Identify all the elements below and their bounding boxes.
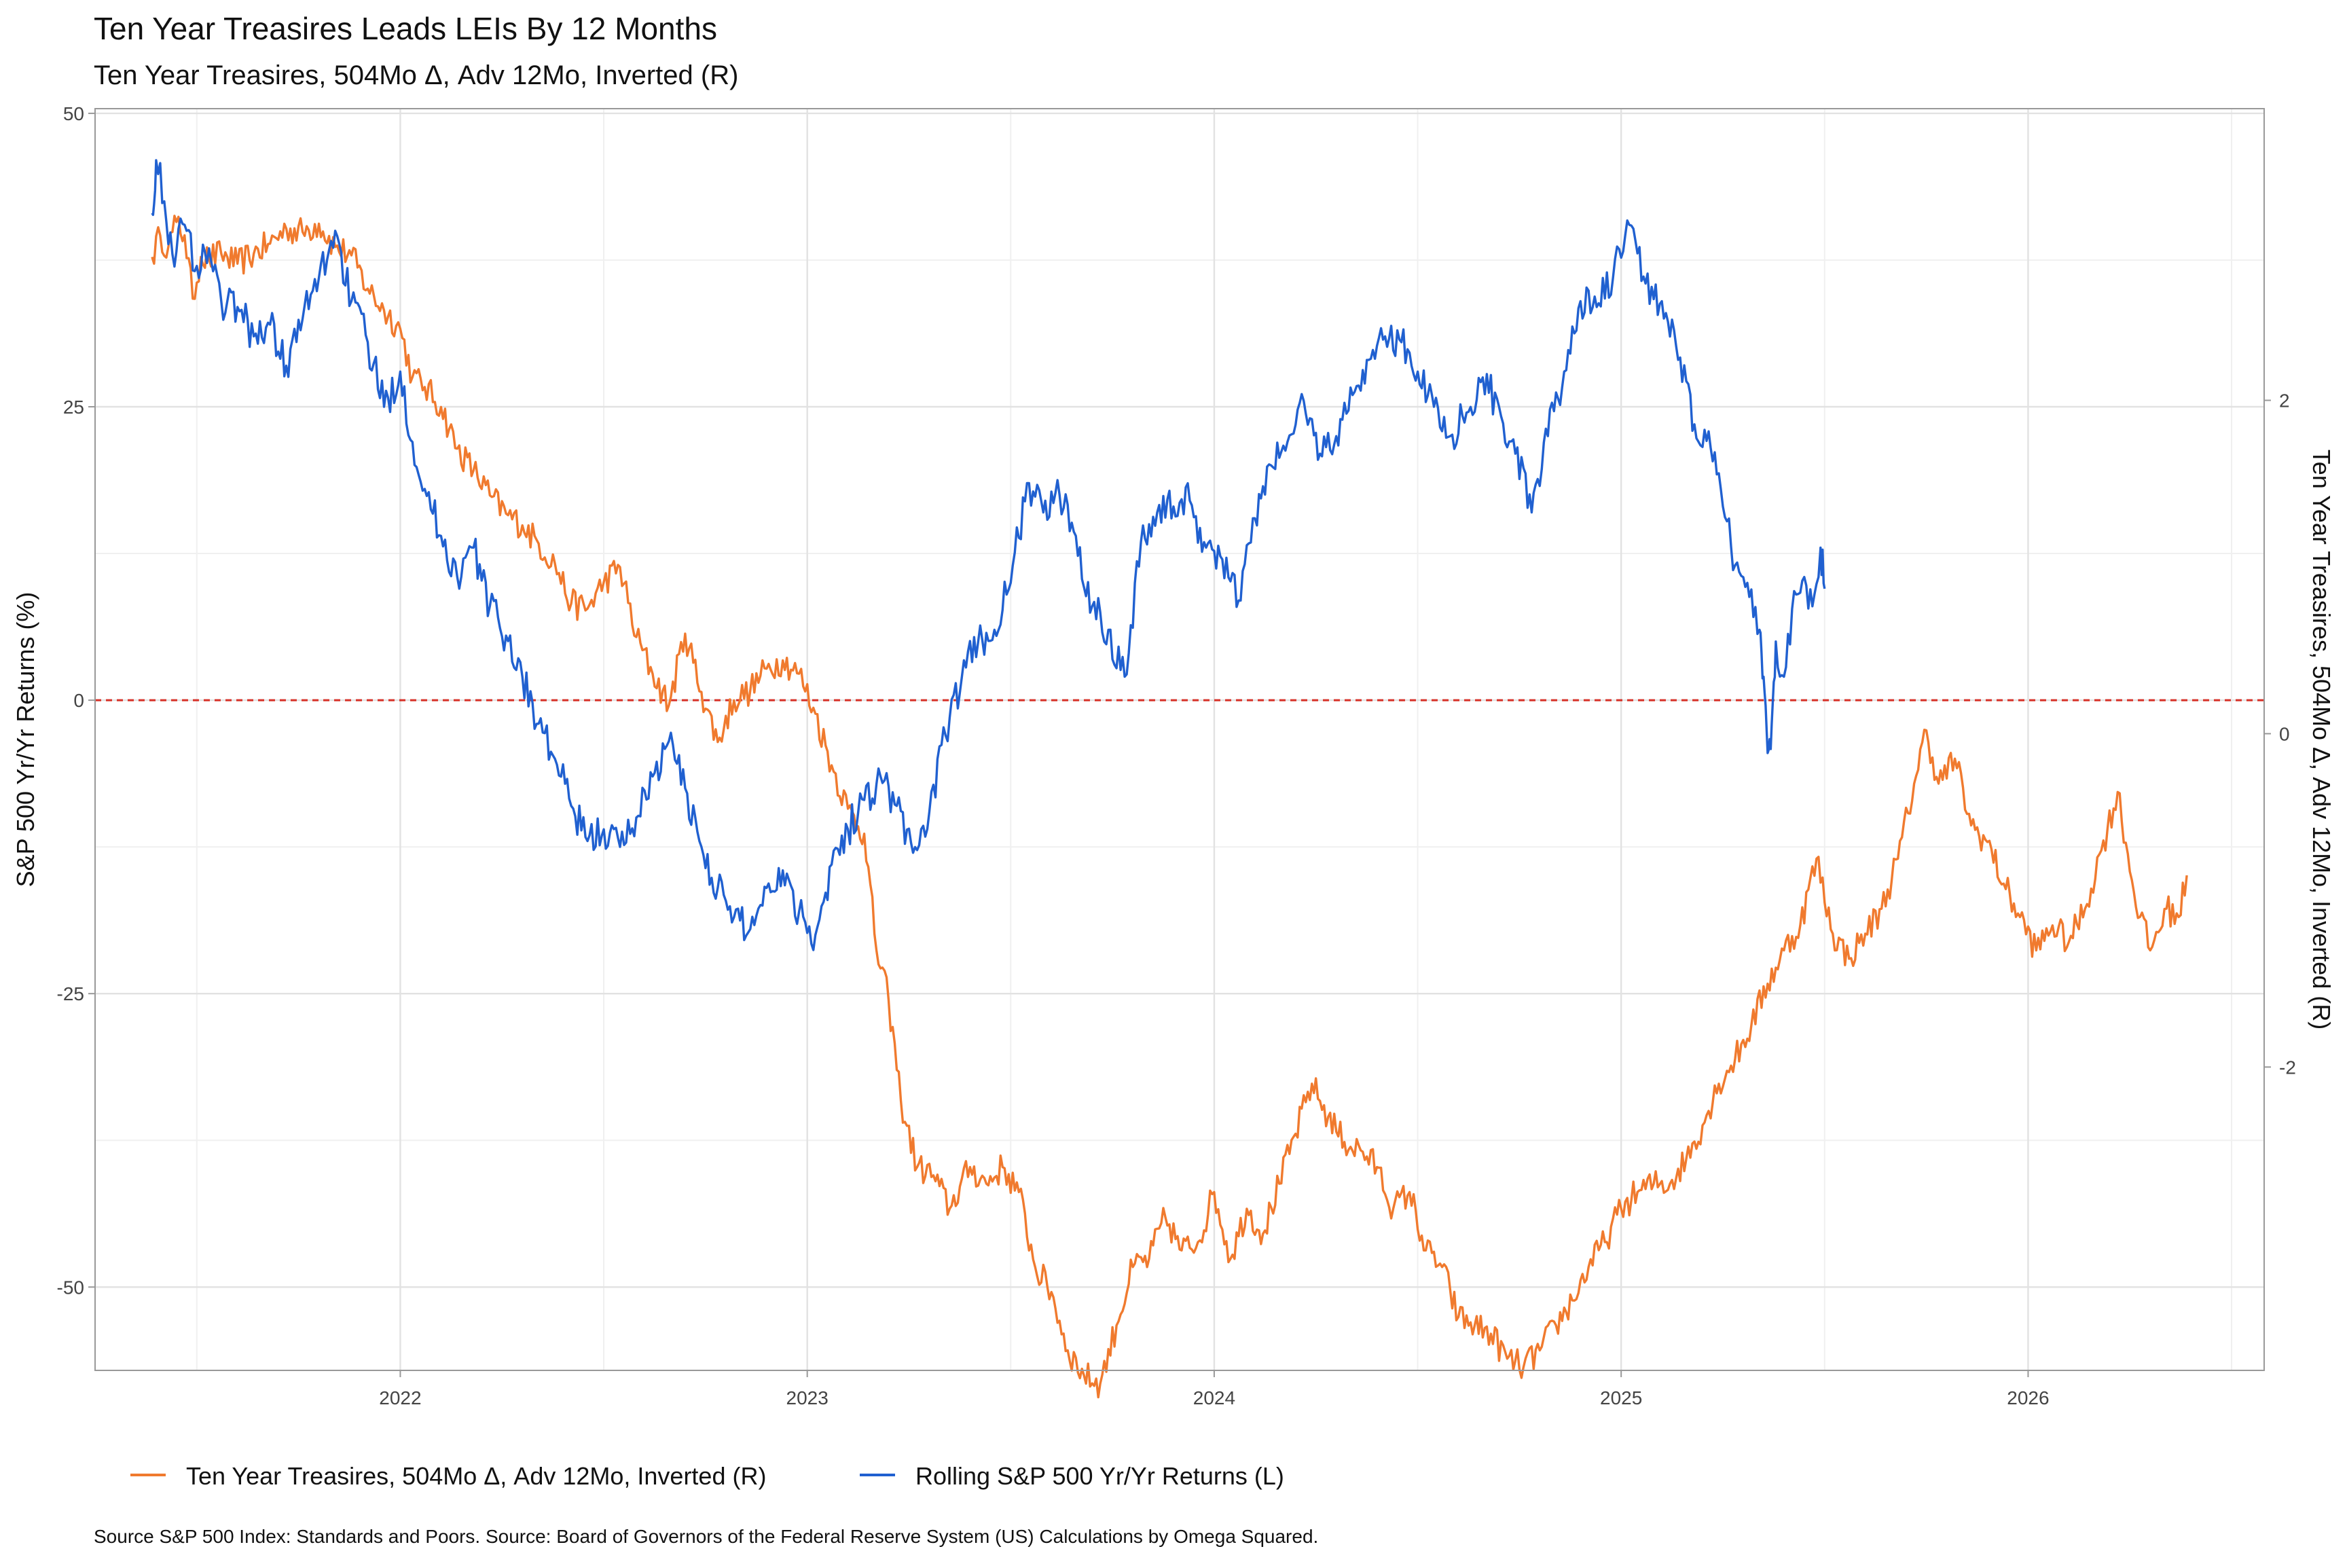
y-right-tick-label: 2	[2279, 390, 2290, 412]
x-tick-label: 2025	[1600, 1387, 1642, 1408]
x-tick-label: 2022	[379, 1387, 421, 1408]
grid-layer	[95, 109, 2264, 1370]
legend-label-treasuries: Ten Year Treasires, 504Mo Δ, Adv 12Mo, I…	[186, 1462, 766, 1490]
y-left-tick-label: 50	[63, 103, 84, 124]
series-line-treasuries	[151, 215, 2188, 1399]
y-right-tick-label: -2	[2279, 1057, 2296, 1078]
y-axis-right-title: Ten Year Treasires, 504Mo Δ, Adv 12Mo, I…	[2308, 450, 2335, 1029]
y-axis-left-title: S&P 500 Yr/Yr Returns (%)	[12, 592, 39, 888]
y-left-tick-label: 0	[73, 690, 84, 711]
x-tick-label: 2026	[2007, 1387, 2049, 1408]
y-left-tick-label: -50	[57, 1277, 84, 1298]
x-tick-label: 2023	[786, 1387, 829, 1408]
chart-title: Ten Year Treasires Leads LEIs By 12 Mont…	[94, 11, 717, 46]
series-layer	[151, 159, 2188, 1399]
legend-label-sp500: Rolling S&P 500 Yr/Yr Returns (L)	[915, 1462, 1284, 1490]
chart-subtitle: Ten Year Treasires, 504Mo Δ, Adv 12Mo, I…	[94, 60, 738, 90]
y-left-tick-label: -25	[57, 983, 84, 1004]
x-tick-label: 2024	[1193, 1387, 1235, 1408]
y-left-tick-label: 25	[63, 397, 84, 418]
ticks-layer: 2022 2023 2024 2025 2026 50 25 0 -25 -50 2 0 -2	[57, 103, 2296, 1408]
plot-panel-border	[94, 108, 2265, 1371]
series-line-sp500	[151, 159, 1826, 951]
plot-panel-background	[95, 109, 2264, 1370]
y-right-tick-label: 0	[2279, 723, 2290, 744]
legend: Ten Year Treasires, 504Mo Δ, Adv 12Mo, I…	[130, 1462, 1284, 1490]
chart-caption: Source S&P 500 Index: Standards and Poor…	[94, 1526, 1318, 1547]
